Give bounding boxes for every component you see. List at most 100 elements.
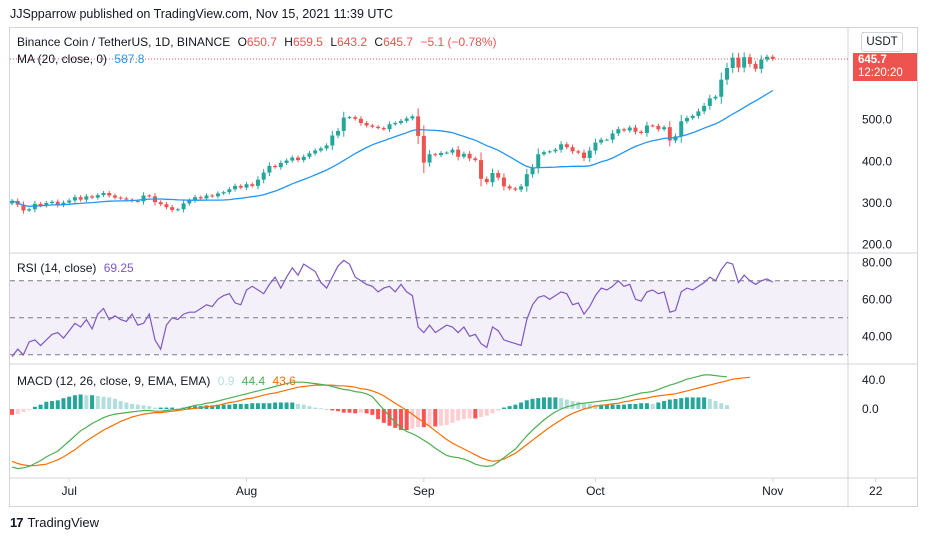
- candle: [255, 176, 260, 190]
- candle: [479, 152, 484, 187]
- candle: [713, 95, 718, 101]
- macd-histogram-bar: [667, 399, 672, 410]
- macd-line-value: 44.4: [241, 374, 266, 388]
- candle-body: [633, 127, 638, 132]
- candle-body: [696, 111, 701, 116]
- macd-histogram-bar: [95, 395, 100, 410]
- macd-histogram-bar: [27, 409, 32, 411]
- macd-histogram-bar: [112, 398, 117, 410]
- candle: [507, 184, 512, 191]
- macd-histogram-bar: [576, 401, 581, 410]
- macd-histogram-bar: [90, 395, 95, 410]
- price-legend: Binance Coin / TetherUS, 1D, BINANCE O65…: [17, 35, 501, 49]
- macd-histogram-bar: [702, 397, 707, 410]
- rsi-tick-label: 40.00: [862, 329, 892, 343]
- candle-body: [273, 165, 278, 168]
- candle: [347, 115, 352, 119]
- candle-body: [101, 193, 106, 196]
- candle-body: [662, 127, 667, 130]
- candle-body: [610, 133, 615, 140]
- candle-body: [404, 118, 409, 121]
- candle: [358, 116, 363, 126]
- macd-histogram-bar: [290, 402, 295, 410]
- last-price-value: 645.7: [858, 54, 887, 66]
- candle: [770, 54, 775, 61]
- candle: [330, 130, 335, 151]
- candle-body: [347, 117, 352, 119]
- macd-histogram-bar: [193, 406, 198, 410]
- candle: [210, 194, 215, 198]
- candle: [610, 130, 615, 144]
- candle: [95, 193, 100, 200]
- candle: [313, 148, 318, 156]
- candle: [667, 121, 672, 147]
- candle: [765, 54, 770, 62]
- candle: [742, 52, 747, 73]
- macd-histogram-bar: [719, 403, 724, 410]
- candle-body: [410, 116, 415, 119]
- candle-body: [170, 207, 175, 211]
- macd-histogram-bar: [387, 409, 392, 426]
- macd-histogram-bar: [364, 409, 369, 414]
- candle-body: [616, 129, 621, 134]
- last-price-tag: 645.7 12:20:20: [853, 53, 917, 81]
- macd-histogram-bar: [713, 401, 718, 410]
- candle: [381, 126, 386, 131]
- candle-body: [72, 197, 77, 201]
- candle-body: [95, 195, 100, 198]
- candle-body: [187, 200, 192, 204]
- candle: [261, 168, 266, 184]
- candle-body: [496, 173, 501, 178]
- candle-body: [593, 142, 598, 151]
- candle: [267, 162, 272, 177]
- macd-histogram-bar: [467, 409, 472, 419]
- symbol-title: Binance Coin / TetherUS, 1D, BINANCE: [17, 35, 231, 49]
- macd-histogram-bar: [175, 408, 180, 410]
- macd-histogram-bar: [233, 403, 238, 410]
- macd-histogram-bar: [244, 403, 249, 410]
- macd-histogram-bar: [610, 404, 615, 410]
- candle-body: [622, 129, 627, 131]
- macd-histogram-bar: [376, 409, 381, 420]
- candle-body: [233, 185, 238, 190]
- candle-body: [559, 144, 564, 150]
- high-label: H: [284, 35, 293, 49]
- candle: [398, 119, 403, 125]
- candle: [547, 149, 552, 154]
- candle-body: [736, 57, 741, 68]
- currency-button[interactable]: USDT: [861, 32, 903, 52]
- rsi-value: 69.25: [103, 261, 134, 275]
- candle: [707, 94, 712, 110]
- candle-body: [650, 125, 655, 127]
- candle-body: [307, 153, 312, 157]
- macd-histogram-bar: [187, 406, 192, 410]
- candle: [461, 151, 466, 159]
- macd-histogram-bar: [353, 409, 358, 414]
- candle-body: [84, 196, 89, 200]
- macd-histogram-bar: [32, 406, 37, 410]
- macd-histogram-bar: [519, 402, 524, 410]
- candle: [296, 155, 300, 163]
- candle: [233, 183, 238, 192]
- footer-brand: TradingView: [27, 515, 100, 530]
- candle-body: [484, 178, 489, 183]
- candle-body: [301, 156, 306, 161]
- macd-histogram-bar: [84, 395, 89, 410]
- candle-body: [175, 209, 180, 211]
- candle: [616, 126, 621, 137]
- candle: [564, 142, 569, 150]
- candle: [50, 200, 55, 205]
- candle-body: [673, 136, 678, 141]
- candle: [427, 150, 432, 167]
- candle: [284, 158, 289, 166]
- candle: [604, 138, 609, 141]
- candle-body: [50, 201, 55, 203]
- candle-body: [582, 152, 586, 158]
- macd-histogram-bar: [118, 401, 123, 410]
- candle-body: [690, 115, 695, 118]
- macd-histogram-bar: [644, 403, 649, 410]
- macd-histogram-bar: [662, 401, 667, 410]
- candle: [593, 138, 598, 155]
- macd-histogram-bar: [261, 403, 266, 410]
